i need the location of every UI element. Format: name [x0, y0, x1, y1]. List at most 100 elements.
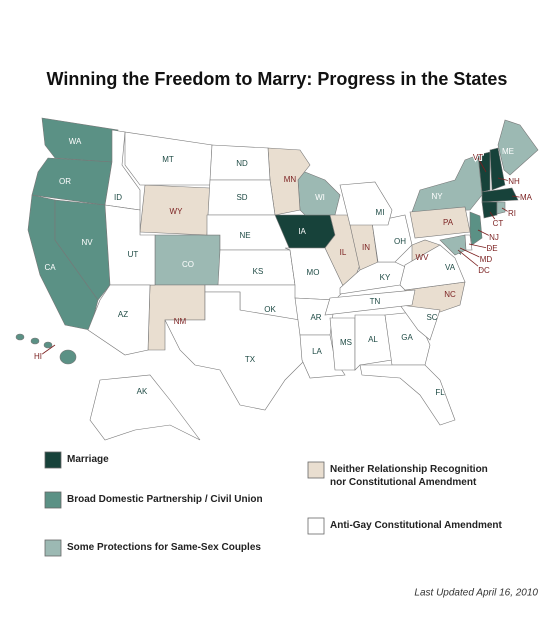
state-label: SD [236, 193, 247, 202]
state-label: CT [493, 219, 504, 228]
state-shape [481, 201, 498, 219]
state-label: LA [312, 347, 322, 356]
state-shape [359, 364, 456, 426]
state-label: MT [162, 155, 174, 164]
state-shape [481, 187, 519, 203]
state-shape [496, 201, 506, 215]
legend-swatch [307, 517, 325, 535]
state-label: MA [520, 193, 533, 202]
state-shape [54, 199, 111, 301]
state-label: OK [264, 305, 276, 314]
state-shape [30, 337, 40, 345]
state-label: CO [182, 260, 194, 269]
state-shape [59, 349, 77, 365]
state-shape [31, 157, 113, 206]
state-label: AR [310, 313, 321, 322]
state-label: IL [340, 248, 347, 257]
state-label: KS [253, 267, 264, 276]
state-shape [399, 304, 441, 341]
state-label: SC [426, 313, 437, 322]
leader-line [477, 157, 487, 173]
leader-line [457, 249, 485, 272]
state-shape [399, 244, 466, 291]
leader-line [511, 195, 527, 199]
legend-label: Anti-Gay Constitutional Amendment [330, 520, 502, 531]
legend-swatch [44, 539, 62, 557]
legend-label: Marriage [67, 454, 109, 465]
state-label: ND [236, 159, 248, 168]
state-label: IA [298, 227, 306, 236]
state-shape [89, 374, 201, 441]
state-label: CA [44, 263, 56, 272]
state-label: NY [431, 192, 443, 201]
state-shape [339, 181, 393, 226]
state-label: GA [401, 333, 413, 342]
states [15, 117, 539, 441]
state-label: ID [114, 193, 122, 202]
state-label: AZ [118, 310, 128, 319]
state-label: FL [435, 388, 445, 397]
state-label: PA [443, 218, 454, 227]
state-shape [43, 341, 53, 349]
state-label: NV [81, 238, 93, 247]
state-shape [164, 291, 306, 411]
state-shape [324, 289, 416, 316]
leader-line [459, 247, 487, 261]
state-shape [104, 129, 141, 211]
state-label: WA [69, 137, 82, 146]
state-label: NE [239, 231, 250, 240]
state-label: VT [473, 153, 483, 162]
state-label: RI [508, 209, 516, 218]
leader-line [468, 243, 493, 250]
state-shape [299, 334, 346, 379]
state-label: MI [376, 208, 385, 217]
leader-line [489, 211, 499, 225]
legend-label: Broad Domestic Partnership / Civil Union [67, 494, 263, 505]
title: Winning the Freedom to Marry: Progress i… [47, 69, 508, 89]
state-label: KY [380, 273, 391, 282]
state-label: AK [137, 387, 148, 396]
state-label: HI [34, 352, 42, 361]
leader-line [497, 177, 515, 183]
state-label: ME [502, 147, 514, 156]
state-shape [124, 131, 213, 186]
state-label: IN [362, 243, 370, 252]
state-label: DE [486, 244, 497, 253]
state-label: DC [478, 266, 490, 275]
legend-swatch [44, 451, 62, 469]
state-label: MD [480, 255, 493, 264]
state-shape [489, 147, 506, 191]
state-label: NH [508, 177, 520, 186]
state-label: MO [307, 268, 320, 277]
state-label: WV [416, 253, 430, 262]
state-label: MN [284, 175, 297, 184]
legend-swatch [307, 461, 325, 479]
state-label: TN [370, 297, 381, 306]
state-shape [409, 206, 471, 239]
state-shape [469, 211, 483, 246]
state-label: OH [394, 237, 406, 246]
state-shape [339, 261, 413, 295]
state-label: WY [170, 207, 184, 216]
legend-label: Some Protections for Same-Sex Couples [67, 542, 261, 553]
state-shape [15, 333, 25, 341]
state-shape [497, 119, 539, 176]
state-label: OR [59, 177, 71, 186]
leader-line [37, 344, 56, 358]
state-shape [411, 154, 483, 213]
state-label: MS [340, 338, 352, 347]
leader-line [477, 229, 495, 239]
legend-swatch [44, 491, 62, 509]
state-label: NJ [489, 233, 499, 242]
footnote: Last Updated April 16, 2010 [414, 588, 538, 599]
state-label: VA [445, 263, 456, 272]
legend-label: Neither Relationship Recognition nor Con… [330, 464, 488, 488]
state-label: AL [368, 335, 378, 344]
state-label: WI [315, 193, 325, 202]
state-label: UT [128, 250, 139, 259]
state-shape [87, 284, 151, 356]
state-label: TX [245, 355, 256, 364]
